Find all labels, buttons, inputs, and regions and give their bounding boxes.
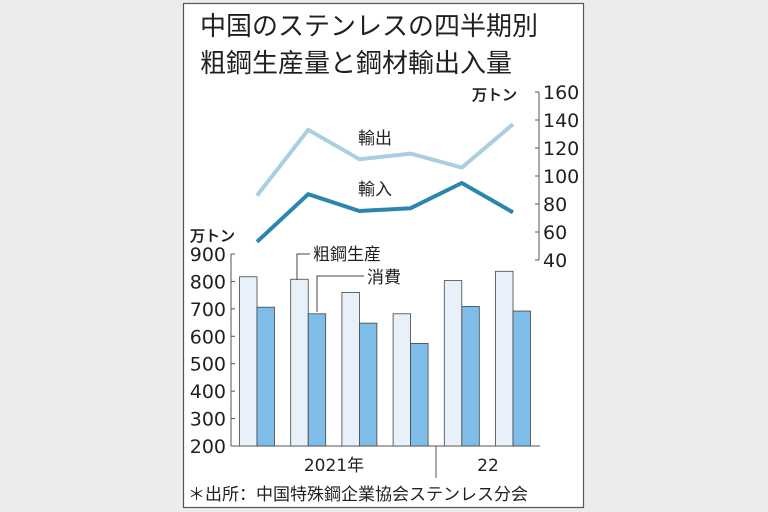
legend-label-imports: 輸入 xyxy=(358,180,392,200)
line-y-tick-label: 40 xyxy=(543,250,567,272)
bar-production xyxy=(290,278,309,447)
bar-consumption xyxy=(512,310,531,447)
line-y-tick-label: 160 xyxy=(543,82,579,104)
line-y-tick-label: 140 xyxy=(543,110,579,132)
bar-production xyxy=(495,270,514,447)
legend-label-exports: 輸出 xyxy=(358,129,392,149)
line-imports xyxy=(255,181,514,244)
bar-production xyxy=(392,313,412,447)
line-y-tick-label: 120 xyxy=(543,138,579,160)
line-y-tick-label: 60 xyxy=(543,222,567,244)
legend-label-consumption: 消費 xyxy=(367,268,401,288)
x-group-label-2021: 2021年 xyxy=(304,456,364,476)
x-group-label-22: 22 xyxy=(477,456,499,476)
bar-y-tick-label: 900 xyxy=(190,244,226,266)
bar-consumption xyxy=(461,305,480,447)
bar-y-tick-label: 300 xyxy=(190,409,226,431)
legend-label-production: 粗鋼生産 xyxy=(313,245,381,265)
bar-consumption xyxy=(256,306,275,447)
bar-consumption xyxy=(307,313,327,447)
bar-y-tick-label: 600 xyxy=(190,326,226,348)
bar-y-tick-label: 500 xyxy=(190,354,226,376)
bar-production xyxy=(239,276,258,447)
line-y-tick-label: 100 xyxy=(543,166,579,188)
line-exports xyxy=(255,122,515,197)
callout-production xyxy=(296,253,310,280)
title-line-1: 中国のステンレスの四半期別 xyxy=(200,12,538,42)
bar-production xyxy=(341,291,360,447)
line-y-tick-label: 80 xyxy=(543,194,567,216)
bar-consumption xyxy=(410,343,429,447)
source-note: ＊出所：中国特殊鋼企業協会ステンレス分会 xyxy=(188,485,528,505)
bar-y-tick-label: 800 xyxy=(190,271,226,293)
bar-consumption xyxy=(358,322,378,447)
bar-y-tick-label: 700 xyxy=(190,299,226,321)
bar-production xyxy=(443,280,463,447)
bar-y-tick-label: 200 xyxy=(190,436,226,458)
callout-consumption xyxy=(316,275,364,312)
line-y-unit: 万トン xyxy=(471,86,517,104)
bar-y-tick-label: 400 xyxy=(190,381,226,403)
title-line-2: 粗鋼生産量と鋼材輸出入量 xyxy=(200,49,512,79)
bar-y-unit: 万トン xyxy=(189,227,235,245)
